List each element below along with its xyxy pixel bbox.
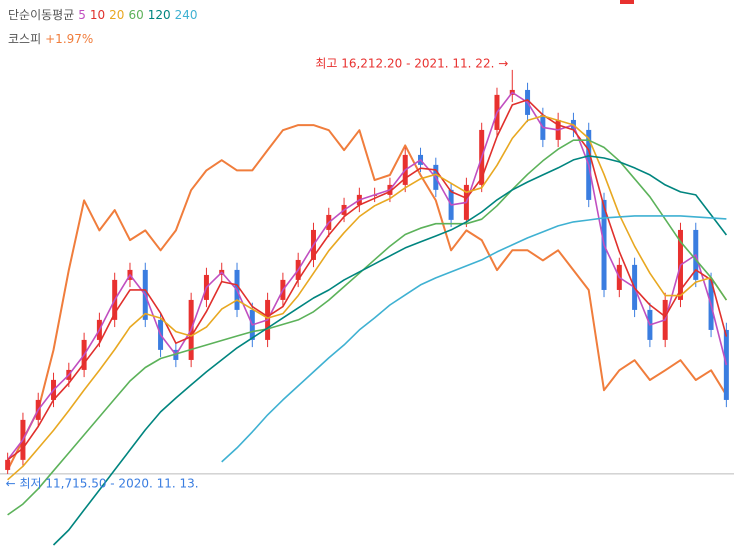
legend-title: 단순이동평균 <box>8 8 74 22</box>
series-line <box>221 215 727 463</box>
legend-entry: 코스피 <box>8 32 41 46</box>
series-line <box>7 99 728 461</box>
series-line <box>52 155 728 546</box>
candle-body <box>5 459 11 470</box>
series-line <box>6 91 728 461</box>
legend: 코스피 +1.97% <box>8 32 93 46</box>
high-annotation: 최고 16,212.20 - 2021. 11. 22. → <box>315 56 508 70</box>
series-line <box>7 115 728 481</box>
change-label: +1.97% <box>45 32 93 46</box>
legend: 단순이동평균 5 10 20 60 120 240 <box>8 8 198 22</box>
legend-entry: 5 <box>78 8 86 22</box>
legend-entry: 120 <box>148 8 171 22</box>
legend-entry: 60 <box>128 8 143 22</box>
series-line <box>7 139 728 516</box>
low-annotation: ← 최저 11,715.50 - 2020. 11. 13. <box>6 476 199 490</box>
legend-entry: 10 <box>90 8 105 22</box>
series-line <box>6 124 728 471</box>
legend-entry: 240 <box>175 8 198 22</box>
legend-entry: 20 <box>109 8 124 22</box>
marker <box>620 0 634 4</box>
